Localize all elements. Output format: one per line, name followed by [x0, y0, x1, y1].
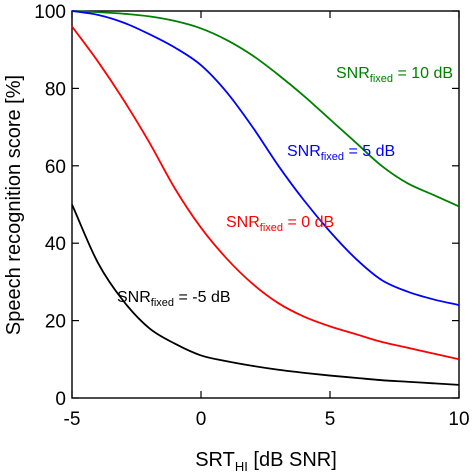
- series-label-snrm5: SNRfixed = -5 dB: [117, 289, 231, 309]
- x-tick-label: 5: [325, 409, 336, 430]
- series-label-snr10: SNRfixed = 10 dB: [336, 65, 453, 85]
- series-lines: [71, 10, 460, 386]
- y-axis-label: Speech recognition score [%]: [3, 75, 25, 335]
- y-tick-label: 0: [55, 389, 66, 410]
- series-label-snr0: SNRfixed = 0 dB: [226, 214, 334, 234]
- x-axis-ticks: -5 0 5 10: [64, 11, 470, 430]
- y-axis-ticks: 0 20 40 60 80 100: [34, 2, 459, 410]
- y-tick-label: 20: [45, 312, 66, 333]
- series-line-snrm5: [71, 204, 460, 386]
- x-tick-label: 10: [448, 409, 469, 430]
- y-tick-label: 80: [45, 79, 66, 100]
- y-tick-label: 40: [45, 234, 66, 255]
- x-tick-label: -5: [64, 409, 81, 430]
- x-tick-label: 0: [196, 409, 207, 430]
- x-axis-label: SRTHI [dB SNR]: [195, 449, 337, 474]
- series-line-snr10: [71, 10, 460, 208]
- series-labels: SNRfixed = 10 dB SNRfixed = 5 dB SNRfixe…: [117, 65, 453, 309]
- series-label-snr5: SNRfixed = 5 dB: [287, 143, 395, 163]
- series-line-snr5: [71, 10, 460, 306]
- y-tick-label: 60: [45, 157, 66, 178]
- y-tick-label: 100: [34, 2, 66, 23]
- series-line-snr0: [71, 25, 460, 361]
